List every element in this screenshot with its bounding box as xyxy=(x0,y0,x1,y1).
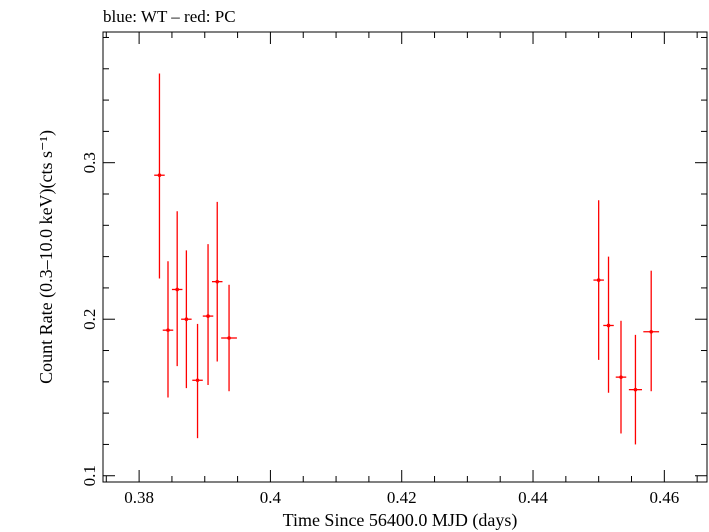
data-point xyxy=(628,334,643,445)
plot-frame xyxy=(102,31,708,483)
y-axis-label: Count Rate (0.3–10.0 keV)(cts s⁻¹) xyxy=(36,130,57,384)
point-marker xyxy=(166,328,170,332)
data-point xyxy=(192,323,203,439)
y-tick-label: 0.1 xyxy=(80,465,99,486)
y-tick-label: 0.3 xyxy=(80,152,99,173)
data-point xyxy=(221,284,237,392)
data-point xyxy=(593,200,604,360)
chart-title: blue: WT – red: PC xyxy=(103,7,236,26)
data-points xyxy=(154,73,660,445)
point-marker xyxy=(195,378,200,383)
point-marker xyxy=(633,387,638,392)
point-marker xyxy=(227,336,231,340)
x-tick-label: 0.42 xyxy=(387,488,417,507)
data-point xyxy=(211,201,223,362)
x-tick-label: 0.46 xyxy=(649,488,679,507)
data-point xyxy=(615,320,627,434)
point-marker xyxy=(157,173,162,178)
point-marker xyxy=(175,287,179,292)
data-point xyxy=(202,244,214,385)
data-point xyxy=(643,270,660,392)
point-marker xyxy=(649,329,653,334)
x-tick-label: 0.44 xyxy=(518,488,548,507)
y-tick-labels: 0.1 0.2 0.3 xyxy=(80,152,99,486)
x-tick-label: 0.4 xyxy=(260,488,282,507)
y-tick-label: 0.2 xyxy=(80,309,99,330)
point-marker xyxy=(606,323,611,328)
point-marker xyxy=(596,278,601,282)
data-point xyxy=(162,261,174,398)
point-marker xyxy=(215,279,220,284)
point-marker xyxy=(619,375,623,379)
data-point xyxy=(154,73,165,279)
data-point xyxy=(171,211,183,367)
axis-ticks xyxy=(103,32,707,482)
data-point xyxy=(603,256,614,393)
x-axis-label: Time Since 56400.0 MJD (days) xyxy=(283,510,518,531)
data-point xyxy=(181,250,192,389)
x-tick-labels: 0.38 0.4 0.42 0.44 0.46 xyxy=(124,488,679,507)
point-marker xyxy=(184,317,189,322)
x-tick-label: 0.38 xyxy=(124,488,154,507)
point-marker xyxy=(206,314,210,318)
